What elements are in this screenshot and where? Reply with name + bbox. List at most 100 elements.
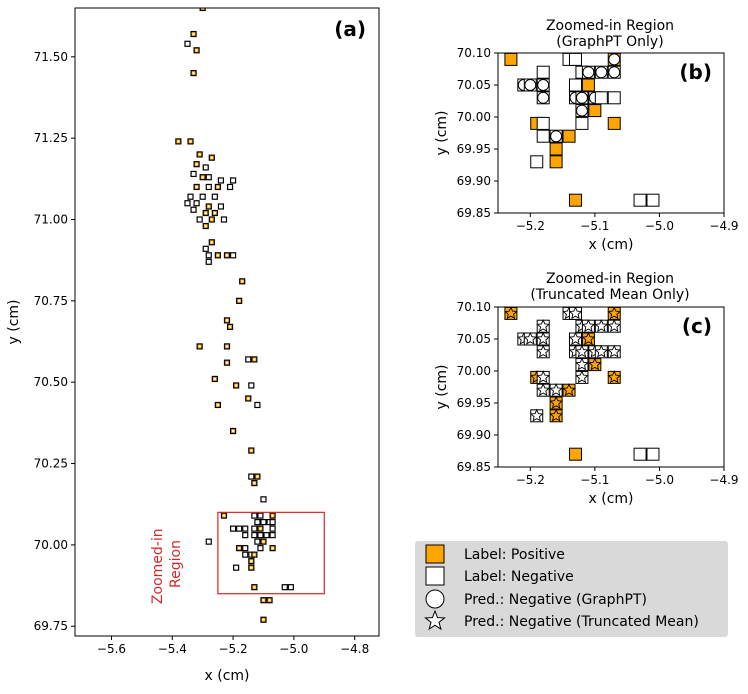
data-point-positive	[260, 616, 267, 623]
point-inner-marker	[271, 534, 274, 537]
point-inner-marker	[250, 384, 253, 387]
point-inner-marker	[256, 403, 259, 406]
point-inner-marker	[259, 547, 262, 550]
data-point-negative	[205, 183, 212, 191]
point-inner-marker	[235, 384, 238, 387]
prediction-star-icon	[594, 344, 609, 358]
data-point-negative	[575, 104, 589, 118]
data-point-negative	[202, 164, 209, 171]
prediction-star-icon	[575, 370, 589, 384]
panel-b-frame	[497, 52, 725, 214]
y-tick-label: 70.00	[457, 110, 491, 124]
prediction-star-icon	[529, 408, 544, 422]
point-square-positive	[562, 129, 576, 143]
data-point-positive	[223, 317, 231, 324]
data-point-negative	[236, 525, 243, 532]
point-inner-marker	[189, 140, 192, 143]
point-inner-marker	[207, 205, 210, 208]
data-point-positive	[269, 545, 276, 552]
data-point-positive	[191, 2, 196, 7]
point-inner-marker	[265, 534, 268, 537]
data-point-positive	[202, 222, 209, 230]
data-point-positive	[196, 343, 203, 350]
panel-b-ylabel: y (cm)	[434, 111, 450, 156]
point-inner-marker	[259, 527, 262, 530]
x-tick-label: −4.9	[709, 473, 738, 487]
data-point-negative	[633, 447, 647, 461]
point-square-positive	[588, 104, 602, 118]
data-point-positive	[214, 401, 221, 409]
prediction-star-icon	[568, 331, 583, 345]
data-point-positive	[223, 252, 231, 259]
data-point-negative	[549, 129, 563, 143]
data-point-negative	[233, 564, 240, 571]
point-inner-marker	[207, 260, 210, 263]
point-inner-marker	[210, 156, 213, 159]
data-point-positive	[504, 307, 518, 320]
data-point-negative	[251, 525, 258, 532]
data-point-positive	[607, 53, 621, 66]
data-point-negative	[523, 78, 537, 92]
point-inner-marker	[204, 166, 207, 169]
data-point-positive	[214, 252, 221, 259]
point-inner-marker	[271, 514, 274, 517]
data-point-negative	[257, 545, 264, 552]
data-point-positive	[254, 473, 261, 480]
point-square-positive	[504, 53, 518, 66]
data-point-positive	[251, 551, 258, 558]
data-point-negative	[242, 532, 249, 539]
data-point-positive	[193, 161, 200, 168]
y-tick-label: 70.10	[457, 300, 491, 314]
prediction-star-icon	[575, 357, 589, 371]
data-point-negative	[549, 383, 563, 397]
point-square-positive	[549, 155, 563, 169]
legend-label-graphpt: Pred.: Negative (GraphPT)	[464, 592, 647, 608]
data-point-negative	[269, 519, 276, 526]
point-square-positive	[549, 142, 563, 156]
point-inner-marker	[198, 218, 201, 221]
point-inner-marker	[262, 599, 265, 602]
point-inner-marker	[226, 345, 228, 348]
point-square-positive	[199, 8, 206, 12]
prediction-star-icon	[504, 307, 518, 320]
point-square-negative	[536, 116, 550, 130]
point-inner-marker	[216, 185, 219, 188]
point-square-positive	[191, 2, 196, 7]
prediction-star-icon	[581, 319, 596, 332]
panel-a-ylabel: y (cm)	[6, 300, 22, 345]
prediction-star-icon	[549, 383, 563, 396]
data-point-positive	[205, 203, 212, 210]
data-point-negative	[251, 512, 258, 519]
legend-positive-square-icon	[425, 544, 445, 564]
panel-b-marks	[504, 53, 660, 207]
data-point-positive	[260, 538, 267, 545]
data-point-positive	[223, 359, 231, 366]
panel-a-marks	[175, 2, 294, 623]
data-point-positive	[581, 78, 595, 92]
data-point-negative	[607, 344, 621, 359]
data-point-positive	[236, 297, 243, 304]
y-tick-label: 71.25	[34, 131, 68, 145]
y-tick-label: 70.75	[34, 294, 68, 308]
point-inner-marker	[213, 377, 216, 380]
data-point-negative	[196, 216, 203, 223]
point-inner-marker	[222, 218, 225, 221]
y-tick-label: 69.90	[457, 174, 491, 188]
y-tick-label: 70.25	[34, 457, 68, 471]
prediction-circle-icon	[537, 91, 550, 104]
data-point-positive	[202, 209, 209, 217]
y-tick-label: 69.95	[457, 142, 491, 156]
data-point-negative	[594, 344, 609, 359]
point-inner-marker	[289, 586, 292, 589]
prediction-circle-icon	[575, 91, 588, 104]
prediction-circle-icon	[524, 79, 537, 91]
data-point-negative	[633, 193, 647, 207]
point-inner-marker	[259, 534, 262, 537]
data-point-positive	[549, 155, 563, 169]
data-point-negative	[205, 258, 212, 265]
data-point-positive	[581, 331, 596, 346]
data-point-negative	[184, 200, 191, 207]
data-point-positive	[568, 193, 582, 207]
prediction-circle-icon	[608, 53, 621, 66]
panel-c-frame	[497, 306, 725, 468]
